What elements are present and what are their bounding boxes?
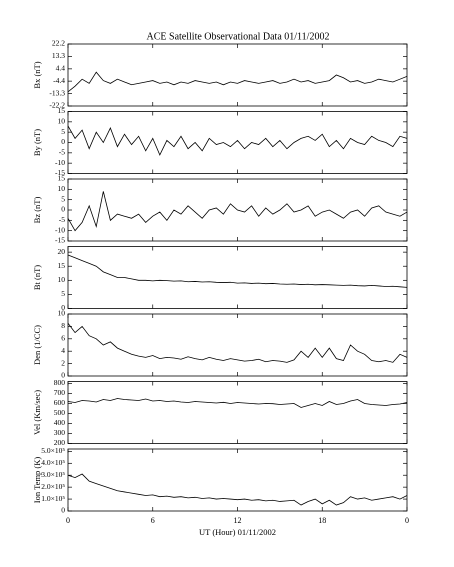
data-line — [67, 125, 408, 156]
y-tick-label: 6 — [61, 334, 65, 343]
x-tick-label: 6 — [151, 516, 155, 525]
y-axis-label: Den (1/CC) — [32, 325, 42, 365]
y-tick-label: -5 — [59, 215, 65, 224]
y-axis-label: Bt (nT) — [32, 265, 42, 290]
y-tick-label: 400 — [54, 418, 66, 427]
x-tick-label: 18 — [318, 516, 326, 525]
y-tick-label: 0 — [61, 371, 65, 380]
y-tick-label: 3.0×10⁵ — [41, 470, 65, 479]
panel-frame — [67, 313, 408, 377]
data-line — [67, 71, 408, 93]
y-axis-label: By (nT) — [32, 129, 42, 156]
panel-frame — [67, 43, 408, 107]
y-tick-label: 800 — [54, 378, 66, 387]
y-axis-label: Bz (nT) — [32, 196, 42, 223]
x-tick-label: 0 — [66, 516, 70, 525]
y-tick-label: 8 — [61, 321, 65, 330]
y-tick-label: -10 — [55, 225, 65, 234]
y-tick-label: -22.2 — [49, 101, 65, 110]
y-tick-label: 0 — [61, 137, 65, 146]
y-tick-label: 0 — [61, 303, 65, 312]
x-tick-label: 12 — [234, 516, 242, 525]
data-line — [67, 323, 408, 363]
y-tick-label: 10 — [58, 117, 66, 126]
y-tick-label: 20 — [58, 247, 66, 256]
y-tick-label: 1.0×10⁵ — [41, 494, 65, 503]
y-tick-label: 300 — [54, 428, 66, 437]
y-tick-label: 500 — [54, 408, 66, 417]
panel-frame — [67, 448, 408, 512]
y-tick-label: -4.4 — [53, 76, 65, 85]
y-tick-label: 600 — [54, 398, 66, 407]
y-tick-label: 10 — [58, 309, 66, 318]
y-tick-label: 2.0×10⁵ — [41, 482, 65, 491]
x-axis-label: UT (Hour) 01/11/2002 — [199, 527, 276, 537]
y-tick-label: 10 — [58, 275, 66, 284]
y-tick-label: -15 — [55, 236, 65, 245]
y-tick-label: 15 — [58, 174, 66, 183]
y-tick-label: 15 — [58, 261, 66, 270]
data-line — [67, 191, 408, 232]
y-tick-label: 0 — [61, 506, 65, 515]
y-axis-label: Vel (Km/sec) — [32, 390, 42, 435]
y-tick-label: 4.0×10⁵ — [41, 458, 65, 467]
x-tick-label: 0 — [405, 516, 409, 525]
y-tick-label: 200 — [54, 438, 66, 447]
y-tick-label: 5.0×10⁵ — [41, 446, 65, 455]
y-tick-label: 4 — [61, 346, 65, 355]
y-tick-label: 2 — [61, 358, 65, 367]
y-tick-label: -10 — [55, 158, 65, 167]
y-tick-label: 5 — [61, 289, 65, 298]
y-tick-label: 700 — [54, 388, 66, 397]
y-tick-label: 5 — [61, 127, 65, 136]
y-tick-label: -15 — [55, 168, 65, 177]
y-tick-label: 13.3 — [52, 51, 65, 60]
panel-frame — [67, 111, 408, 174]
y-tick-label: -5 — [59, 148, 65, 157]
y-tick-label: 22.2 — [52, 39, 65, 48]
y-tick-label: 4.4 — [56, 64, 66, 73]
y-tick-label: 0 — [61, 205, 65, 214]
chart-title: ACE Satellite Observational Data 01/11/2… — [147, 31, 330, 42]
y-axis-label: Ion Temp (K) — [32, 457, 42, 504]
y-tick-label: 5 — [61, 194, 65, 203]
y-tick-label: 15 — [58, 106, 66, 115]
panel-frame — [67, 381, 408, 444]
y-axis-label: Bx (nT) — [32, 61, 42, 88]
data-line — [67, 473, 408, 506]
data-line — [67, 398, 408, 408]
y-tick-label: -13.3 — [49, 88, 65, 97]
y-tick-label: 10 — [58, 184, 66, 193]
data-line — [67, 254, 408, 288]
